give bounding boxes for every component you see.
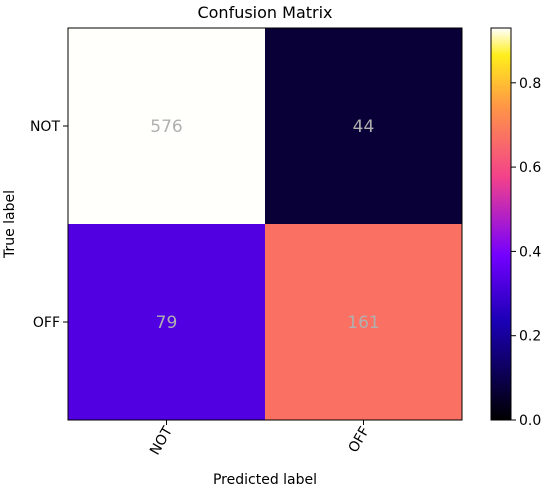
y-tick-label: OFF (33, 315, 60, 331)
chart-title: Confusion Matrix (197, 3, 332, 22)
colorbar-tick-label: 0.0 (519, 413, 541, 429)
colorbar-tick-label: 0.8 (519, 76, 541, 92)
colorbar (490, 27, 512, 421)
heatmap-cell-labels: 576 44 79 161 (150, 117, 379, 333)
x-axis-label: Predicted label (213, 472, 317, 488)
y-axis-ticks: NOT OFF (30, 119, 68, 331)
cell-value-label: 161 (347, 313, 379, 333)
colorbar-tick-label: 0.2 (519, 329, 541, 345)
x-tick-label: NOT (147, 424, 176, 458)
colorbar-ticks: 0.0 0.2 0.4 0.6 0.8 (511, 76, 541, 429)
x-axis-ticks: NOT OFF (147, 420, 373, 458)
cell-value-label: 79 (156, 313, 178, 333)
colorbar-tick-label: 0.6 (519, 160, 541, 176)
y-tick-label: NOT (30, 119, 60, 135)
colorbar-tick-label: 0.4 (519, 244, 541, 260)
cell-value-label: 44 (353, 117, 375, 137)
heatmap-cells (68, 28, 462, 420)
heatmap-cell-off-not (68, 224, 265, 420)
plot-frame (67, 27, 463, 421)
y-axis-label: True label (2, 190, 18, 259)
heatmap-cell-not-off (265, 28, 462, 224)
heatmap-cell-not-not (68, 28, 265, 224)
x-tick-label: OFF (346, 424, 373, 455)
heatmap-cell-off-off (265, 224, 462, 420)
cell-value-label: 576 (150, 117, 182, 137)
